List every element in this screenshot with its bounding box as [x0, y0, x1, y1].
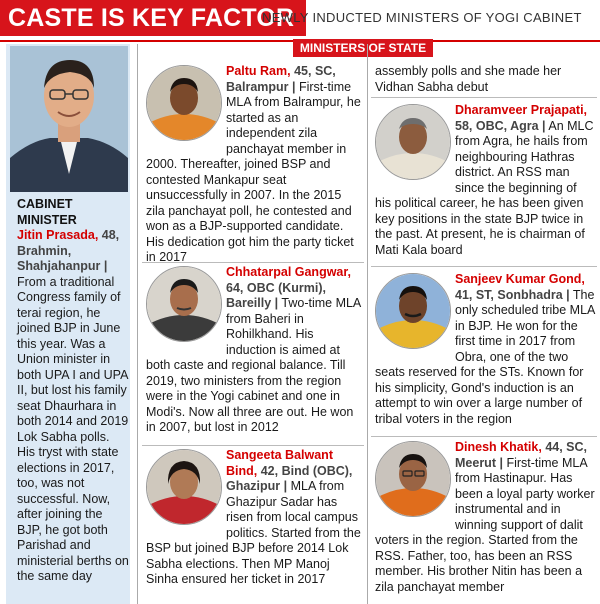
minister-entry: Chhatarpal Gangwar, 64, OBC (Kurmi), Bar…	[146, 265, 362, 436]
column-divider	[137, 44, 138, 604]
minister-bio: The only scheduled tribe MLA in BJP. He …	[375, 287, 595, 426]
photo-spacer	[375, 440, 455, 518]
minister-meta: 45, SC, Balrampur |	[226, 64, 336, 94]
entry-separator	[371, 97, 597, 98]
minister-meta: 64, OBC (Kurmi), Bareilly |	[226, 280, 327, 311]
entry-separator	[142, 262, 364, 263]
headline: CASTE IS KEY FACTOR	[0, 0, 307, 36]
section-label: MINISTERS OF STATE	[293, 39, 433, 57]
minister-name: Dharamveer Prajapati,	[455, 103, 588, 117]
minister-name: Sanjeev Kumar Gond,	[455, 272, 585, 286]
minister-meta: 58, OBC, Agra |	[455, 118, 546, 133]
minister-continuation: assembly polls and she made her Vidhan S…	[375, 64, 595, 95]
photo-spacer	[375, 103, 455, 181]
minister-entry: Sanjeev Kumar Gond, 41, ST, Sonbhadra | …	[375, 272, 595, 427]
minister-photo	[146, 449, 222, 525]
photo-spacer	[146, 265, 226, 343]
minister-name: Sangeeta Balwant Bind,	[226, 448, 333, 478]
column-divider	[367, 44, 368, 604]
minister-name: Chhatarpal Gangwar,	[226, 265, 352, 279]
minister-name: Jitin Prasada,	[17, 228, 99, 242]
minister-name: Dinesh Khatik,	[455, 440, 542, 454]
photo-spacer	[146, 448, 226, 526]
continuation-text: assembly polls and she made her Vidhan S…	[375, 64, 562, 94]
header: CASTE IS KEY FACTOR NEWLY INDUCTED MINIS…	[0, 0, 600, 42]
minister-meta: 42, Bind (OBC), Ghazipur |	[226, 463, 353, 494]
photo-spacer	[146, 64, 226, 142]
minister-bio: First-time MLA from Balrampur, he starte…	[146, 79, 361, 265]
minister-photo	[375, 273, 451, 349]
cabinet-minister-photo	[10, 46, 128, 192]
photo-spacer	[375, 272, 455, 350]
minister-bio: Two-time MLA from Baheri in Rohilkhand. …	[146, 296, 361, 434]
minister-meta: 44, SC, Meerut |	[455, 440, 587, 470]
cabinet-label: CABINET MINISTER	[17, 197, 77, 227]
minister-entry: Dinesh Khatik, 44, SC, Meerut | First-ti…	[375, 440, 595, 595]
cabinet-minister-text: CABINET MINISTER Jitin Prasada, 48, Brah…	[17, 197, 130, 585]
minister-meta: 41, ST, Sonbhadra |	[455, 287, 570, 302]
minister-photo	[375, 441, 451, 517]
minister-entry: Dharamveer Prajapati, 58, OBC, Agra | An…	[375, 103, 595, 258]
minister-bio: MLA from Ghazipur Sadar has risen from l…	[146, 479, 361, 586]
entry-separator	[371, 436, 597, 437]
entry-separator	[371, 266, 597, 267]
minister-photo	[146, 266, 222, 342]
minister-bio: From a traditional Congress family of te…	[17, 274, 129, 584]
minister-name: Paltu Ram,	[226, 64, 291, 78]
entry-separator	[142, 445, 364, 446]
minister-meta: 48, Brahmin, Shahjahanpur |	[17, 228, 120, 273]
minister-entry: Sangeeta Balwant Bind, 42, Bind (OBC), G…	[146, 448, 362, 588]
minister-bio: First-time MLA from Hastinapur. Has been…	[375, 455, 595, 594]
minister-entry: Paltu Ram, 45, SC, Balrampur | First-tim…	[146, 64, 362, 266]
minister-photo	[375, 104, 451, 180]
minister-photo	[146, 65, 222, 141]
subhead: NEWLY INDUCTED MINISTERS OF YOGI CABINET	[262, 10, 582, 25]
minister-bio: An MLC from Agra, he hails from neighbou…	[375, 118, 594, 257]
